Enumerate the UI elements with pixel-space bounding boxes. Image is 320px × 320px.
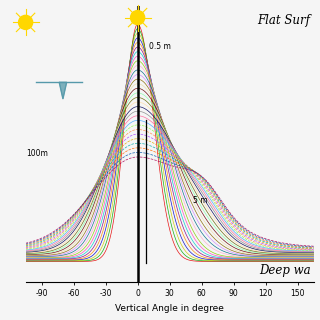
Text: Flat Surf: Flat Surf <box>257 14 310 28</box>
X-axis label: Vertical Angle in degree: Vertical Angle in degree <box>115 304 224 313</box>
Text: 0.5 m: 0.5 m <box>149 42 171 51</box>
Polygon shape <box>59 82 67 99</box>
Text: 100m: 100m <box>27 149 49 158</box>
Text: Deep wa: Deep wa <box>259 264 310 277</box>
Text: 5 m: 5 m <box>193 196 208 205</box>
